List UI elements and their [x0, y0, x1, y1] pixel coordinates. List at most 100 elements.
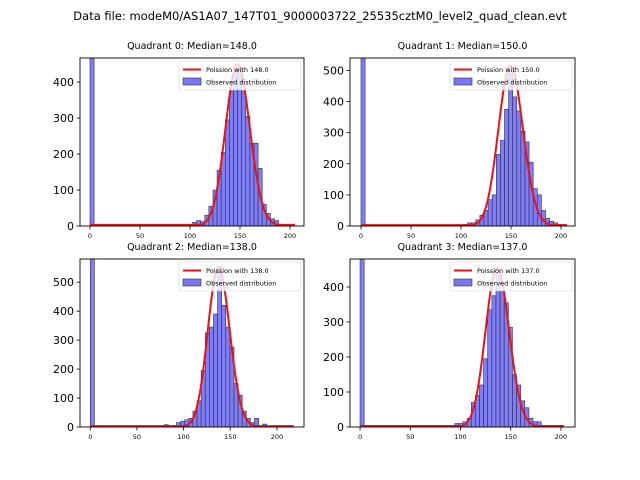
y-tick-label: 300: [53, 334, 74, 347]
legend: Poission with 150.0 Observed distribution: [449, 60, 573, 91]
y-tick-label: 400: [53, 76, 74, 89]
x-tick-label: 100: [454, 433, 466, 441]
y-tick-label: 300: [323, 316, 344, 329]
axes-frame: [79, 57, 305, 227]
y-tick-label: 400: [53, 305, 74, 318]
histogram-bar: [487, 309, 493, 427]
legend-box: [178, 60, 302, 91]
poisson-curve: [360, 266, 564, 427]
histogram-bar: [491, 295, 497, 427]
legend-bar-swatch: [453, 278, 473, 287]
x-tick-label: 100: [455, 232, 467, 240]
legend: Poission with 138.0 Observed distribution: [178, 261, 302, 292]
legend-box: [449, 60, 573, 91]
x-tick-label: 150: [505, 433, 517, 441]
legend-box: [449, 261, 573, 292]
histogram-bar: [89, 259, 95, 427]
x-tick-label: 200: [555, 433, 567, 441]
histogram-bar: [495, 272, 501, 427]
x-tick-label: 50: [133, 433, 141, 441]
y-tick-label: 0: [67, 220, 74, 233]
y-tick-label: 100: [323, 386, 344, 399]
panel-title: Quadrant 2: Median=138.0: [127, 242, 257, 253]
quadrant-panel-0: Quadrant 0: Median=148.0 0 50 100 150 200 0 100…: [53, 41, 305, 240]
y-tick-label: 100: [53, 184, 74, 197]
x-tick-label: 100: [184, 232, 196, 240]
y-tick-label: 100: [53, 392, 74, 405]
x-tick-label: 150: [234, 232, 246, 240]
legend: Poission with 148.0 Observed distribution: [178, 60, 302, 91]
histogram-bar: [225, 119, 230, 226]
histogram-bar: [499, 290, 505, 427]
x-tick-label: 150: [505, 232, 517, 240]
legend-label-poisson: Poission with 137.0: [477, 267, 540, 275]
x-tick-label: 0: [88, 232, 92, 240]
y-tick-label: 300: [53, 112, 74, 125]
histogram-bar: [360, 58, 366, 226]
y-tick-label: 200: [53, 148, 74, 161]
panel-title: Quadrant 0: Median=148.0: [127, 41, 257, 52]
histogram-bar: [500, 140, 505, 226]
histogram-bar: [233, 67, 238, 226]
histogram-bar: [479, 384, 484, 427]
x-tick-label: 50: [406, 433, 414, 441]
histogram-bar: [536, 421, 542, 427]
x-tick-label: 50: [407, 232, 415, 240]
x-tick-label: 0: [358, 433, 362, 441]
legend-label-poisson: Poission with 148.0: [206, 66, 269, 74]
histogram-bar: [225, 326, 231, 427]
y-tick-label: 300: [323, 127, 344, 140]
x-tick-label: 0: [359, 232, 363, 240]
quadrant-panel-1: Quadrant 1: Median=150.0 0 50 100 150 200 0 100…: [323, 41, 576, 240]
histogram-bar: [508, 70, 514, 226]
x-tick-label: 0: [88, 433, 92, 441]
y-tick-label: 500: [323, 64, 344, 77]
y-tick-label: 0: [337, 421, 344, 434]
histogram-bar: [209, 326, 214, 427]
histogram-bar: [359, 259, 365, 427]
histogram-bar: [495, 154, 501, 226]
histogram-bar: [241, 90, 247, 226]
y-tick-label: 0: [337, 220, 344, 233]
legend-box: [178, 261, 302, 292]
histogram-bar: [213, 313, 218, 427]
y-tick-label: 100: [323, 189, 344, 202]
panel-title: Quadrant 1: Median=150.0: [398, 41, 528, 52]
legend: Poission with 137.0 Observed distribution: [449, 261, 573, 292]
histogram-bar: [483, 358, 489, 427]
legend-label-poisson: Poission with 150.0: [477, 66, 540, 74]
legend-bar-swatch: [182, 77, 202, 86]
poisson-curve: [90, 63, 295, 226]
histogram-bar: [245, 115, 251, 226]
axes-frame: [349, 258, 576, 428]
quadrant-panel-2: Quadrant 2: Median=138.0 0 50 100 150 200 0 100…: [53, 242, 305, 441]
histogram-bar: [487, 199, 493, 226]
y-tick-label: 200: [323, 351, 344, 364]
y-tick-label: 400: [323, 96, 344, 109]
axes-frame: [349, 57, 576, 227]
histogram-bar: [516, 110, 522, 226]
y-tick-label: 400: [323, 281, 344, 294]
histogram-bars: [360, 58, 567, 226]
histogram-bar: [89, 58, 95, 226]
x-tick-label: 200: [555, 232, 567, 240]
legend-bar-swatch: [453, 77, 473, 86]
histogram-bar: [504, 109, 509, 226]
x-tick-label: 200: [284, 232, 296, 240]
quadrant-panel-3: Quadrant 3: Median=137.0 0 50 100 150 200 0 100…: [323, 242, 576, 441]
histogram-bar: [512, 96, 518, 226]
y-tick-label: 200: [323, 158, 344, 171]
panel-title: Quadrant 3: Median=137.0: [398, 242, 528, 253]
histogram-bar: [491, 194, 497, 226]
histogram-bar: [237, 67, 243, 226]
legend-bar-swatch: [182, 278, 202, 287]
poisson-curve: [90, 266, 294, 427]
histogram-bar: [229, 90, 234, 226]
legend-label-observed: Observed distribution: [477, 280, 547, 288]
y-tick-label: 200: [53, 363, 74, 376]
axes-frame: [79, 258, 305, 428]
legend-label-poisson: Poission with 138.0: [206, 267, 269, 275]
legend-label-observed: Observed distribution: [206, 280, 276, 288]
x-tick-label: 150: [224, 433, 236, 441]
